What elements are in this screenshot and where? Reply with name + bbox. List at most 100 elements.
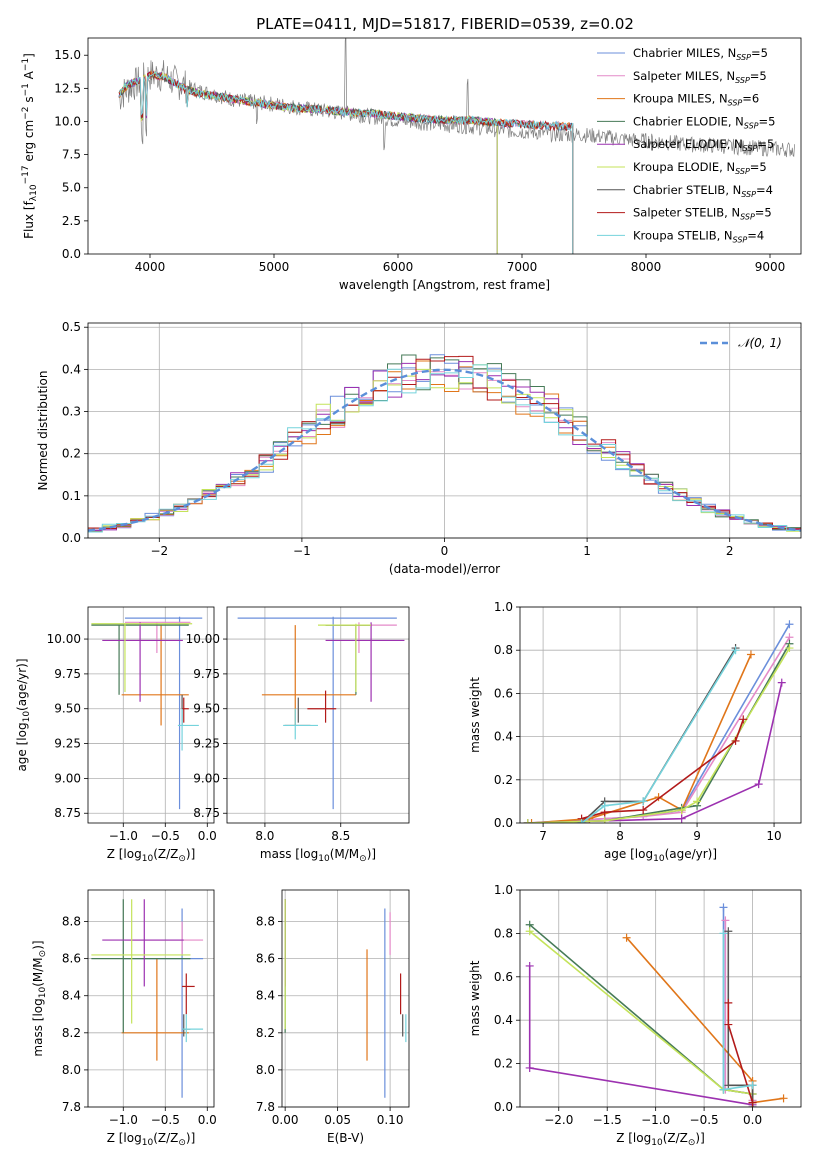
y-tick-label: 10.00 [186,632,220,646]
data-marker [525,961,534,970]
data-marker [719,1085,728,1094]
x-tick-label: 1 [583,544,591,558]
chart-mass_vs_z: −1.0 −0.5 0.07.88.08.28.48.68.8Z [log10(Z/… [31,889,217,1148]
legend-suffix: =5 [751,46,768,60]
x-axis-label: E(B-V) [327,1131,364,1145]
label-part: A [22,70,36,83]
label-part: ⊙ [359,854,367,864]
label-part: )] [367,847,376,861]
data-marker [600,801,609,810]
legend-entry: Chabrier ELODIE, NSSP=5 [633,114,775,130]
x-axis-label: (data-model)/error [389,562,500,576]
x-tick-label: 8.0 [255,829,274,843]
figure-title: PLATE=0411, MJD=51817, FIBERID=0539, z=0… [256,15,634,33]
y-tick-label: 9.50 [54,702,81,716]
x-tick-label: 8.5 [331,829,350,843]
label-part: )] [695,1131,704,1145]
legend-entry: Kroupa ELODIE, NSSP=5 [633,160,767,176]
label-part: 10 [142,854,154,864]
data-marker [724,927,733,936]
legend-entry: Salpeter MILES, NSSP=5 [633,69,767,85]
y-tick-label: 8.8 [256,915,275,929]
x-tick-label: 8 [616,829,624,843]
y-tick-label: 8.0 [62,1063,81,1077]
y-tick-label: 0.3 [62,405,81,419]
y-tick-label: 9.75 [54,667,81,681]
label-part: )] [186,1131,195,1145]
x-tick-label: 6000 [383,260,414,274]
legend-name: Chabrier ELODIE, N [633,114,744,128]
legend-name: Kroupa ELODIE, N [633,160,735,174]
plot-area [118,38,795,254]
x-tick-label: −1.0 [109,1113,138,1127]
label-part: Flux [f [22,200,36,238]
y-tick-label: 0.8 [494,643,513,657]
y-tick-label: 0.8 [494,926,513,940]
data-marker [719,929,728,938]
data-point [325,624,372,695]
label-part: ⊙ [38,950,48,958]
legend-name: Kroupa STELIB, N [633,228,733,242]
axes-frame [281,889,410,1108]
model-spectrum-line [118,70,574,254]
plot-area [525,903,788,1107]
data-point [91,899,191,1024]
label-part: 10 [653,854,665,864]
weight-line [581,649,737,823]
axes-frame [519,606,802,824]
y-tick-label: 0.0 [494,1100,513,1114]
data-point [177,708,199,751]
x-tick-label: 7000 [507,260,538,274]
y-tick-label: 8.0 [256,1063,275,1077]
legend-sub: SSP [733,235,748,244]
plot-area [284,899,407,1098]
data-marker [639,797,648,806]
legend-sub: SSP [735,167,750,176]
data-point [124,616,203,810]
data-point [123,908,204,1098]
label-part: ⊙ [178,854,186,864]
x-axis-label: age [log10(age/yr)] [604,847,717,864]
model-spectrum-line [118,71,498,254]
axes-frame [87,606,215,824]
data-point [102,622,183,702]
x-tick-label: 0.0 [198,829,217,843]
data-marker [724,998,733,1007]
x-axis-label: Z [log10(Z/Z⊙)] [107,1131,196,1148]
label-part: Z [log [107,847,142,861]
model-spectrum-line [118,71,498,254]
data-marker [724,1081,733,1090]
label-part: (M/M [330,847,359,861]
y-tick-label: 7.5 [62,148,81,162]
data-marker [525,927,534,936]
data-point [124,621,191,653]
data-point [102,899,184,987]
label-part: λ [29,195,39,201]
chart-weight_vs_z: −2.0 −1.5 −1.0 −0.5 0.0 0.0 0.2 0.4 0.6 0.8 1.0 Z [… [468,883,802,1148]
label-part: 10 [318,854,330,864]
label-part: (Z/Z [663,1131,688,1145]
y-tick-label: 7.8 [62,1100,81,1114]
legend-entry: Kroupa MILES, NSSP=6 [633,92,759,108]
data-marker [785,620,794,629]
data-point [182,973,195,1015]
y-tick-label: 8.4 [62,989,81,1003]
y-tick-label: 9.75 [193,667,220,681]
data-point [91,899,191,1033]
y-axis-label: mass weight [468,677,482,753]
legend-sub: SSP [741,190,756,199]
label-part: −2 [21,106,31,119]
legend-entry: Kroupa STELIB, NSSP=4 [633,228,764,244]
axes-frame [87,889,215,1108]
x-tick-label: −1 [293,544,311,558]
x-tick-label: 0.00 [272,1113,299,1127]
y-tick-label: 8.75 [54,806,81,820]
label-part: )] [31,940,45,949]
x-tick-label: 0.0 [743,1113,762,1127]
data-marker [724,1020,733,1029]
x-tick-label: 10 [766,829,781,843]
chart-mass_vs_ebv: 0.00 0.05 0.10 7.8 8.0 8.2 8.4 8.6 8.8 E(B-V) [256,889,410,1145]
data-point [325,622,405,702]
